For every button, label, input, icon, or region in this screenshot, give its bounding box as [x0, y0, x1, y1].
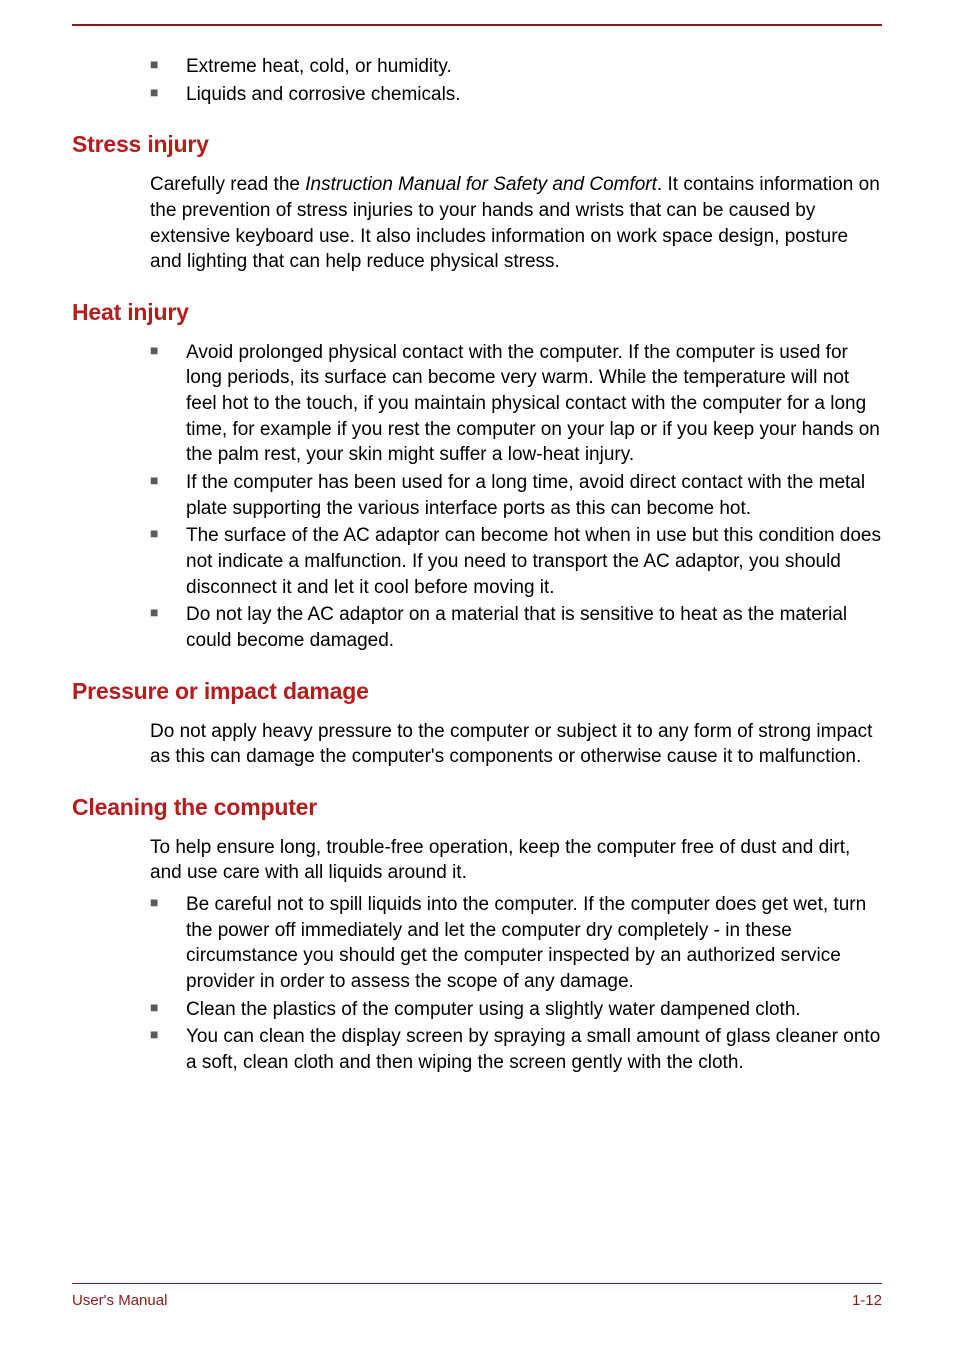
paragraph-stress-injury: Carefully read the Instruction Manual fo… [72, 172, 882, 275]
paragraph-pressure-damage: Do not apply heavy pressure to the compu… [72, 719, 882, 770]
list-item: Clean the plastics of the computer using… [150, 997, 882, 1023]
list-item: Liquids and corrosive chemicals. [150, 82, 882, 108]
footer-page-number: 1-12 [852, 1292, 882, 1309]
list-item: Avoid prolonged physical contact with th… [150, 340, 882, 468]
heading-pressure-damage: Pressure or impact damage [72, 678, 882, 705]
list-item: The surface of the AC adaptor can become… [150, 523, 882, 600]
list-item: If the computer has been used for a long… [150, 470, 882, 521]
text-italic: Instruction Manual for Safety and Comfor… [305, 174, 657, 195]
footer-title: User's Manual [72, 1292, 167, 1309]
paragraph-cleaning: To help ensure long, trouble-free operat… [72, 835, 882, 886]
cleaning-list: Be careful not to spill liquids into the… [72, 892, 882, 1075]
heading-heat-injury: Heat injury [72, 299, 882, 326]
text-segment: Carefully read the [150, 174, 305, 195]
list-item: You can clean the display screen by spra… [150, 1024, 882, 1075]
page-footer: User's Manual 1-12 [72, 1283, 882, 1309]
heading-stress-injury: Stress injury [72, 131, 882, 158]
list-item: Extreme heat, cold, or humidity. [150, 54, 882, 80]
list-item: Be careful not to spill liquids into the… [150, 892, 882, 995]
top-bullet-list: Extreme heat, cold, or humidity. Liquids… [72, 54, 882, 107]
heat-injury-list: Avoid prolonged physical contact with th… [72, 340, 882, 654]
top-horizontal-rule [72, 24, 882, 26]
list-item: Do not lay the AC adaptor on a material … [150, 602, 882, 653]
heading-cleaning: Cleaning the computer [72, 794, 882, 821]
